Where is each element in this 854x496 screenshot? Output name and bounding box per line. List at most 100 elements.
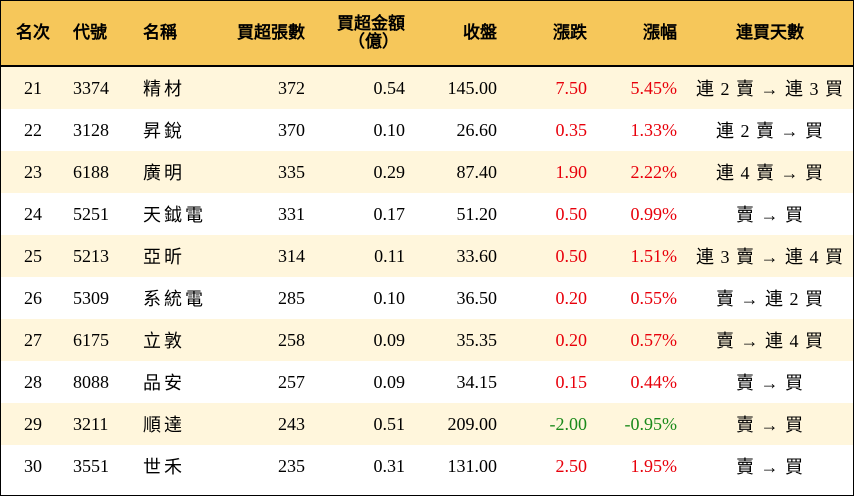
table-row: 24 5251 天鉞電 331 0.17 51.20 0.50 0.99% 賣 → 買 — [1, 193, 853, 235]
ranking-table: 名次 代號 名稱 買超張數 買超金額 （億） 收盤 漲跌 漲幅 連買天數 21 3… — [1, 1, 853, 487]
cell-streak: 連 4 賣 → 買 — [687, 151, 853, 193]
cell-change: 2.50 — [507, 445, 597, 487]
cell-rank: 28 — [1, 361, 65, 403]
cell-rank: 21 — [1, 66, 65, 109]
table-body: 21 3374 精材 372 0.54 145.00 7.50 5.45% 連 2 賣 → 連 … — [1, 66, 853, 487]
cell-buy-amount: 0.11 — [315, 235, 415, 277]
cell-change-pct: 5.45% — [597, 66, 687, 109]
header-rank: 名次 — [1, 1, 65, 67]
cell-buy-amount: 0.31 — [315, 445, 415, 487]
cell-streak: 賣 → 連 4 買 — [687, 319, 853, 361]
cell-close: 26.60 — [415, 109, 507, 151]
header-buy-amount-line1: 買超金額 — [337, 14, 405, 33]
cell-name: 順達 — [135, 403, 215, 445]
table-row: 26 5309 系統電 285 0.10 36.50 0.20 0.55% 賣 → 連 2 買 — [1, 277, 853, 319]
cell-change-pct: 0.99% — [597, 193, 687, 235]
table-row: 28 8088 品安 257 0.09 34.15 0.15 0.44% 賣 → 買 — [1, 361, 853, 403]
table-row: 29 3211 順達 243 0.51 209.00 -2.00 -0.95% 賣 → 買 — [1, 403, 853, 445]
header-streak: 連買天數 — [687, 1, 853, 67]
cell-change-pct: 0.57% — [597, 319, 687, 361]
cell-buy-lots: 235 — [215, 445, 315, 487]
cell-rank: 23 — [1, 151, 65, 193]
cell-code: 5309 — [65, 277, 135, 319]
cell-code: 3551 — [65, 445, 135, 487]
cell-buy-amount: 0.10 — [315, 277, 415, 319]
cell-code: 3128 — [65, 109, 135, 151]
cell-name: 亞昕 — [135, 235, 215, 277]
header-change: 漲跌 — [507, 1, 597, 67]
cell-buy-amount: 0.29 — [315, 151, 415, 193]
cell-buy-amount: 0.10 — [315, 109, 415, 151]
cell-name: 昇銳 — [135, 109, 215, 151]
cell-change-pct: 0.44% — [597, 361, 687, 403]
cell-code: 3211 — [65, 403, 135, 445]
cell-buy-lots: 258 — [215, 319, 315, 361]
cell-change: 7.50 — [507, 66, 597, 109]
cell-change-pct: 1.51% — [597, 235, 687, 277]
cell-code: 5213 — [65, 235, 135, 277]
header-change-pct: 漲幅 — [597, 1, 687, 67]
header-name: 名稱 — [135, 1, 215, 67]
cell-name: 精材 — [135, 66, 215, 109]
cell-streak: 賣 → 連 2 買 — [687, 277, 853, 319]
cell-close: 34.15 — [415, 361, 507, 403]
cell-name: 系統電 — [135, 277, 215, 319]
cell-change: 0.20 — [507, 319, 597, 361]
cell-buy-amount: 0.09 — [315, 319, 415, 361]
cell-buy-lots: 285 — [215, 277, 315, 319]
cell-change-pct: 1.95% — [597, 445, 687, 487]
cell-name: 天鉞電 — [135, 193, 215, 235]
cell-buy-amount: 0.51 — [315, 403, 415, 445]
cell-buy-amount: 0.17 — [315, 193, 415, 235]
table-row: 30 3551 世禾 235 0.31 131.00 2.50 1.95% 賣 → 買 — [1, 445, 853, 487]
cell-buy-lots: 372 — [215, 66, 315, 109]
table-row: 22 3128 昇銳 370 0.10 26.60 0.35 1.33% 連 2 賣 → 買 — [1, 109, 853, 151]
cell-rank: 22 — [1, 109, 65, 151]
cell-close: 36.50 — [415, 277, 507, 319]
cell-code: 6175 — [65, 319, 135, 361]
cell-streak: 連 2 賣 → 連 3 買 — [687, 66, 853, 109]
cell-streak: 連 3 賣 → 連 4 買 — [687, 235, 853, 277]
cell-rank: 26 — [1, 277, 65, 319]
cell-close: 51.20 — [415, 193, 507, 235]
header-row: 名次 代號 名稱 買超張數 買超金額 （億） 收盤 漲跌 漲幅 連買天數 — [1, 1, 853, 67]
cell-code: 8088 — [65, 361, 135, 403]
cell-change: 0.50 — [507, 193, 597, 235]
cell-change-pct: -0.95% — [597, 403, 687, 445]
header-buy-amount: 買超金額 （億） — [315, 1, 415, 67]
cell-change-pct: 1.33% — [597, 109, 687, 151]
table-row: 25 5213 亞昕 314 0.11 33.60 0.50 1.51% 連 3 賣 → 連 4… — [1, 235, 853, 277]
cell-change: 0.35 — [507, 109, 597, 151]
cell-name: 立敦 — [135, 319, 215, 361]
cell-close: 87.40 — [415, 151, 507, 193]
cell-buy-lots: 314 — [215, 235, 315, 277]
cell-code: 6188 — [65, 151, 135, 193]
cell-change: 0.50 — [507, 235, 597, 277]
cell-change-pct: 0.55% — [597, 277, 687, 319]
cell-streak: 連 2 賣 → 買 — [687, 109, 853, 151]
cell-change: 0.15 — [507, 361, 597, 403]
cell-close: 33.60 — [415, 235, 507, 277]
cell-rank: 27 — [1, 319, 65, 361]
cell-streak: 賣 → 買 — [687, 445, 853, 487]
cell-code: 5251 — [65, 193, 135, 235]
cell-name: 廣明 — [135, 151, 215, 193]
cell-change: -2.00 — [507, 403, 597, 445]
cell-close: 35.35 — [415, 319, 507, 361]
cell-buy-lots: 243 — [215, 403, 315, 445]
cell-change: 0.20 — [507, 277, 597, 319]
header-buy-lots: 買超張數 — [215, 1, 315, 67]
cell-close: 209.00 — [415, 403, 507, 445]
cell-buy-lots: 331 — [215, 193, 315, 235]
table-row: 23 6188 廣明 335 0.29 87.40 1.90 2.22% 連 4 賣 → 買 — [1, 151, 853, 193]
cell-buy-lots: 335 — [215, 151, 315, 193]
cell-rank: 25 — [1, 235, 65, 277]
cell-change: 1.90 — [507, 151, 597, 193]
header-buy-amount-line2: （億） — [348, 32, 399, 51]
cell-buy-amount: 0.09 — [315, 361, 415, 403]
cell-buy-lots: 257 — [215, 361, 315, 403]
cell-close: 131.00 — [415, 445, 507, 487]
cell-name: 品安 — [135, 361, 215, 403]
header-code: 代號 — [65, 1, 135, 67]
